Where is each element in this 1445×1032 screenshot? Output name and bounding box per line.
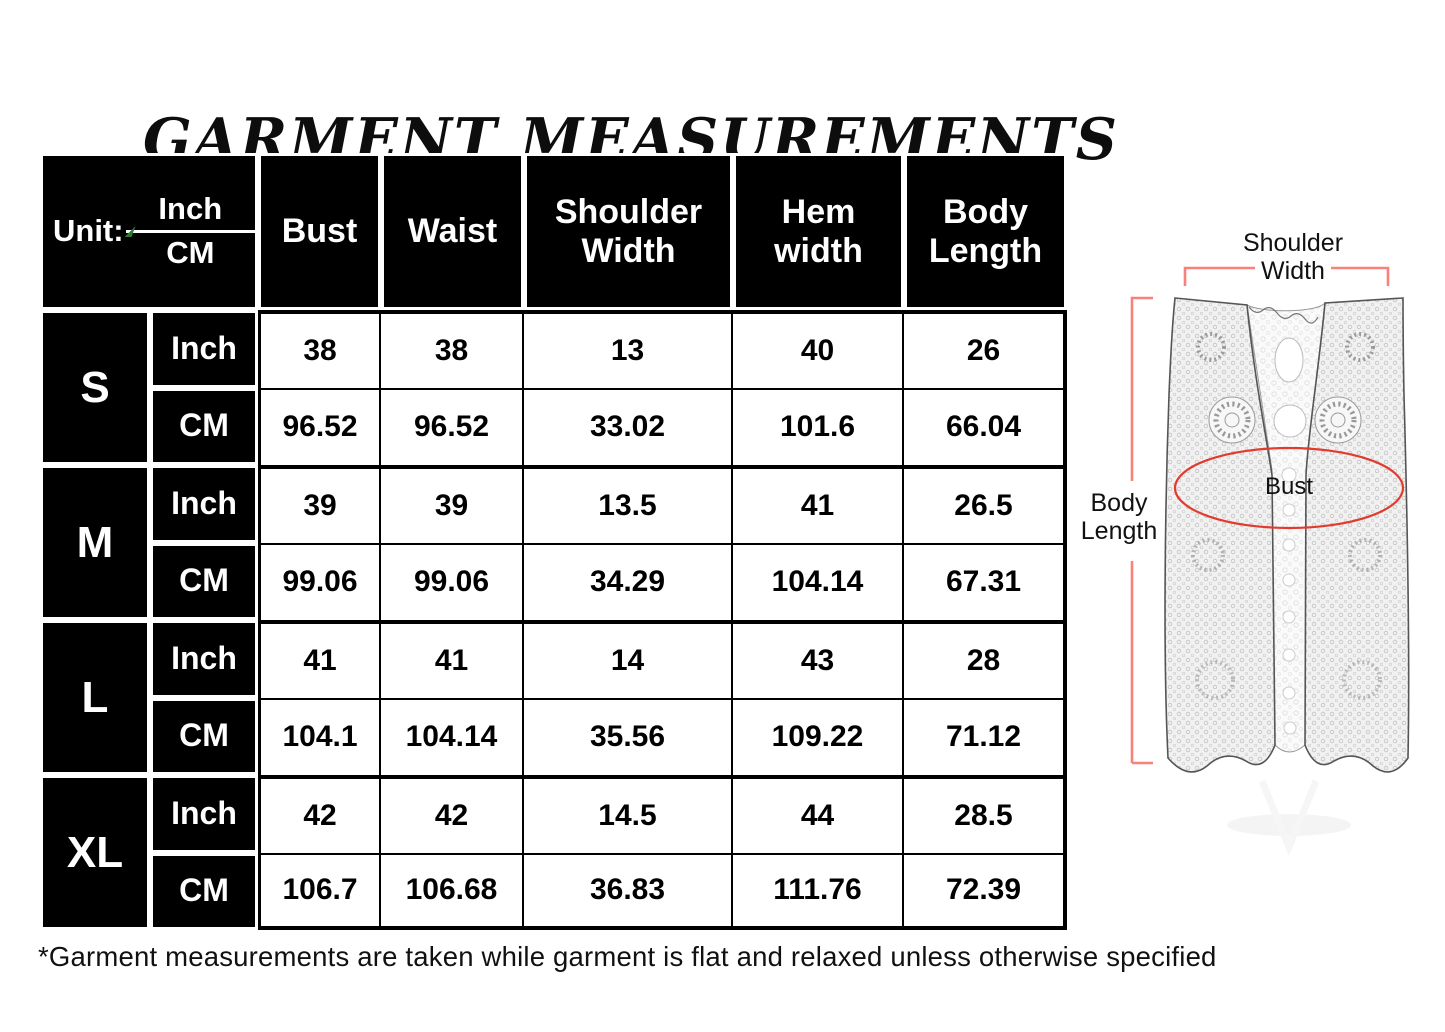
table-cell: 104.14 — [733, 542, 904, 620]
table-cell: 43 — [733, 620, 904, 698]
unit-inch-label: Inch — [158, 191, 223, 227]
header-cell-bust: Bust — [261, 156, 378, 307]
table-cell: 106.68 — [381, 852, 524, 930]
table-cell: 106.7 — [258, 852, 381, 930]
header-cell-shoulder-width: Shoulder Width — [527, 156, 730, 307]
row-unit-cm: CM — [153, 545, 255, 617]
table-cell: 41 — [381, 620, 524, 698]
table-cell: 104.1 — [258, 697, 381, 775]
table-cell: 28 — [904, 620, 1067, 698]
table-cell: 33.02 — [524, 387, 733, 465]
body-length-bracket — [1130, 296, 1153, 765]
unit-fraction-divider — [124, 226, 255, 237]
row-unit-cm: CM — [153, 700, 255, 772]
row-unit-inch: Inch — [153, 468, 255, 540]
table-cell: 72.39 — [904, 852, 1067, 930]
table-cell: 99.06 — [381, 542, 524, 620]
green-marker-icon — [124, 226, 136, 237]
table-cell: 28.5 — [904, 775, 1067, 853]
table-cell: 14.5 — [524, 775, 733, 853]
table-cell: 96.52 — [381, 387, 524, 465]
size-cell-l: L — [43, 623, 147, 772]
header-cell-body-length: Body Length — [907, 156, 1064, 307]
table-cell: 111.76 — [733, 852, 904, 930]
table-cell: 66.04 — [904, 387, 1067, 465]
vest-outline — [1164, 297, 1410, 773]
row-unit-cm: CM — [153, 390, 255, 462]
vest-measurement-diagram: Shoulder Width Body Length Bust — [1050, 225, 1445, 1005]
size-cell-m: M — [43, 468, 147, 617]
garment-size-table: Unit: Inch CM Bust Waist Shoulder Width … — [40, 153, 1067, 930]
table-cell: 104.14 — [381, 697, 524, 775]
row-unit-inch: Inch — [153, 623, 255, 695]
bust-label: Bust — [1264, 473, 1314, 500]
size-cell-s: S — [43, 313, 147, 462]
table-cell: 96.52 — [258, 387, 381, 465]
shoulder-width-bracket — [1183, 266, 1390, 286]
shoulder-width-label: Shoulder Width — [1242, 229, 1344, 285]
row-unit-inch: Inch — [153, 778, 255, 850]
table-cell: 38 — [258, 310, 381, 388]
table-cell: 13 — [524, 310, 733, 388]
header-cell-hem-width: Hem width — [736, 156, 901, 307]
footnote: *Garment measurements are taken while ga… — [38, 941, 1217, 972]
header-cell-waist: Waist — [384, 156, 521, 307]
table-cell: 41 — [258, 620, 381, 698]
table-cell: 34.29 — [524, 542, 733, 620]
table-cell: 36.83 — [524, 852, 733, 930]
table-cell: 26 — [904, 310, 1067, 388]
table-cell: 39 — [381, 465, 524, 543]
hem-shadow — [1227, 779, 1351, 857]
table-cell: 35.56 — [524, 697, 733, 775]
table-cell: 44 — [733, 775, 904, 853]
table-cell: 71.12 — [904, 697, 1067, 775]
table-cell: 101.6 — [733, 387, 904, 465]
bust-ellipse — [1173, 446, 1405, 530]
table-cell: 40 — [733, 310, 904, 388]
table-cell: 99.06 — [258, 542, 381, 620]
table-cell: 38 — [381, 310, 524, 388]
table-cell: 26.5 — [904, 465, 1067, 543]
row-unit-inch: Inch — [153, 313, 255, 385]
table-cell: 14 — [524, 620, 733, 698]
table-cell: 13.5 — [524, 465, 733, 543]
table-cell: 39 — [258, 465, 381, 543]
table-cell: 42 — [258, 775, 381, 853]
header-cell-unit: Unit: Inch CM — [43, 156, 255, 307]
unit-fraction: Inch CM — [124, 191, 255, 270]
table-cell: 42 — [381, 775, 524, 853]
unit-cm-label: CM — [166, 235, 215, 270]
table-cell: 109.22 — [733, 697, 904, 775]
unit-label: Unit: — [53, 213, 124, 249]
row-unit-cm: CM — [153, 855, 255, 927]
size-cell-xl: XL — [43, 778, 147, 927]
vest-illustration — [1130, 266, 1410, 857]
table-cell: 41 — [733, 465, 904, 543]
body-length-label: Body Length — [1080, 489, 1158, 545]
table-cell: 67.31 — [904, 542, 1067, 620]
